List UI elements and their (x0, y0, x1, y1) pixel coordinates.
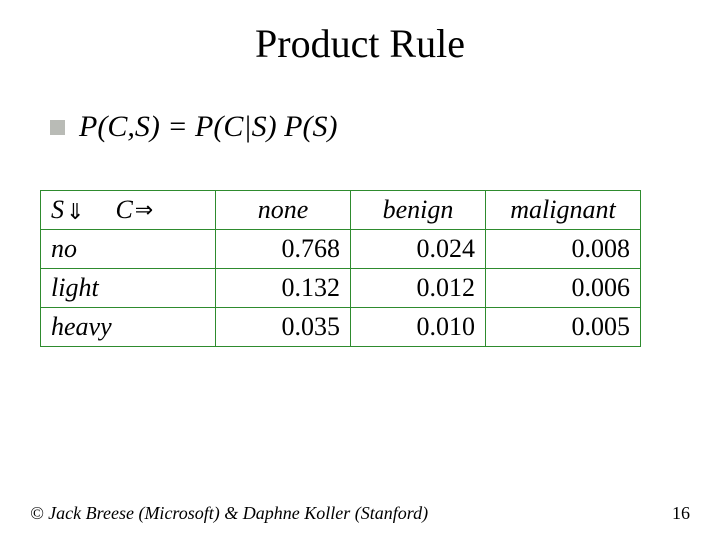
slide-title: Product Rule (0, 20, 720, 67)
cell: 0.012 (351, 269, 486, 308)
corner-s-label: S (51, 195, 64, 225)
bullet-text: P(C,S) = P(C|S) P(S) (79, 110, 337, 144)
table: S ⇓ C ⇒ none benign malignant no 0.768 0… (40, 190, 641, 347)
row-label: light (41, 269, 216, 308)
arrow-down-icon: ⇓ (66, 199, 84, 225)
cell: 0.008 (486, 230, 641, 269)
cell: 0.132 (216, 269, 351, 308)
cell: 0.010 (351, 308, 486, 347)
cell: 0.024 (351, 230, 486, 269)
table-corner-cell: S ⇓ C ⇒ (41, 191, 216, 230)
row-label: no (41, 230, 216, 269)
probability-table: S ⇓ C ⇒ none benign malignant no 0.768 0… (40, 190, 641, 347)
row-label: heavy (41, 308, 216, 347)
table-header-row: S ⇓ C ⇒ none benign malignant (41, 191, 641, 230)
table-row: no 0.768 0.024 0.008 (41, 230, 641, 269)
col-header: benign (351, 191, 486, 230)
cell: 0.035 (216, 308, 351, 347)
col-header: none (216, 191, 351, 230)
col-header: malignant (486, 191, 641, 230)
cell: 0.005 (486, 308, 641, 347)
cell: 0.006 (486, 269, 641, 308)
bullet-square-icon (50, 120, 65, 135)
table-row: heavy 0.035 0.010 0.005 (41, 308, 641, 347)
slide: Product Rule P(C,S) = P(C|S) P(S) S ⇓ C … (0, 0, 720, 540)
cell: 0.768 (216, 230, 351, 269)
footer-credit: © Jack Breese (Microsoft) & Daphne Kolle… (30, 503, 428, 524)
corner-c-label: C (115, 195, 132, 225)
bullet-item: P(C,S) = P(C|S) P(S) (50, 110, 337, 144)
table-row: light 0.132 0.012 0.006 (41, 269, 641, 308)
arrow-right-icon: ⇒ (135, 197, 153, 223)
page-number: 16 (672, 503, 690, 524)
